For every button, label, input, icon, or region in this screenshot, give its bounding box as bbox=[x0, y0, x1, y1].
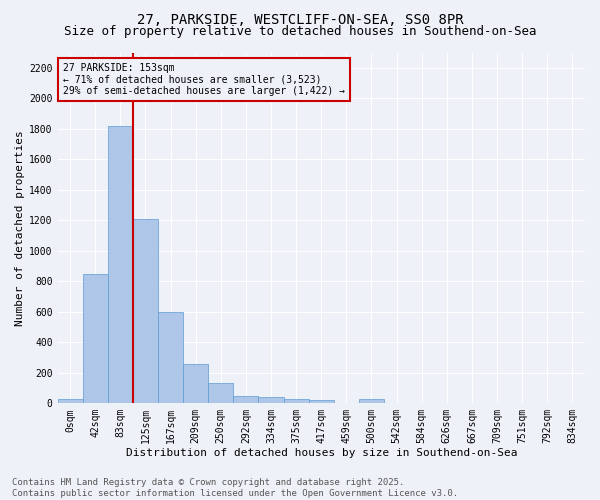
Text: Contains HM Land Registry data © Crown copyright and database right 2025.
Contai: Contains HM Land Registry data © Crown c… bbox=[12, 478, 458, 498]
Text: Size of property relative to detached houses in Southend-on-Sea: Size of property relative to detached ho… bbox=[64, 25, 536, 38]
Text: 27, PARKSIDE, WESTCLIFF-ON-SEA, SS0 8PR: 27, PARKSIDE, WESTCLIFF-ON-SEA, SS0 8PR bbox=[137, 12, 463, 26]
X-axis label: Distribution of detached houses by size in Southend-on-Sea: Distribution of detached houses by size … bbox=[125, 448, 517, 458]
Bar bbox=[58, 400, 83, 403]
Bar bbox=[359, 398, 384, 403]
Y-axis label: Number of detached properties: Number of detached properties bbox=[15, 130, 25, 326]
Bar bbox=[284, 398, 309, 403]
Bar bbox=[83, 274, 108, 403]
Bar bbox=[233, 396, 259, 403]
Text: 27 PARKSIDE: 153sqm
← 71% of detached houses are smaller (3,523)
29% of semi-det: 27 PARKSIDE: 153sqm ← 71% of detached ho… bbox=[63, 63, 345, 96]
Bar bbox=[259, 397, 284, 403]
Bar bbox=[309, 400, 334, 403]
Bar bbox=[133, 218, 158, 403]
Bar bbox=[208, 384, 233, 403]
Bar bbox=[183, 364, 208, 403]
Bar bbox=[158, 312, 183, 403]
Bar bbox=[108, 126, 133, 403]
